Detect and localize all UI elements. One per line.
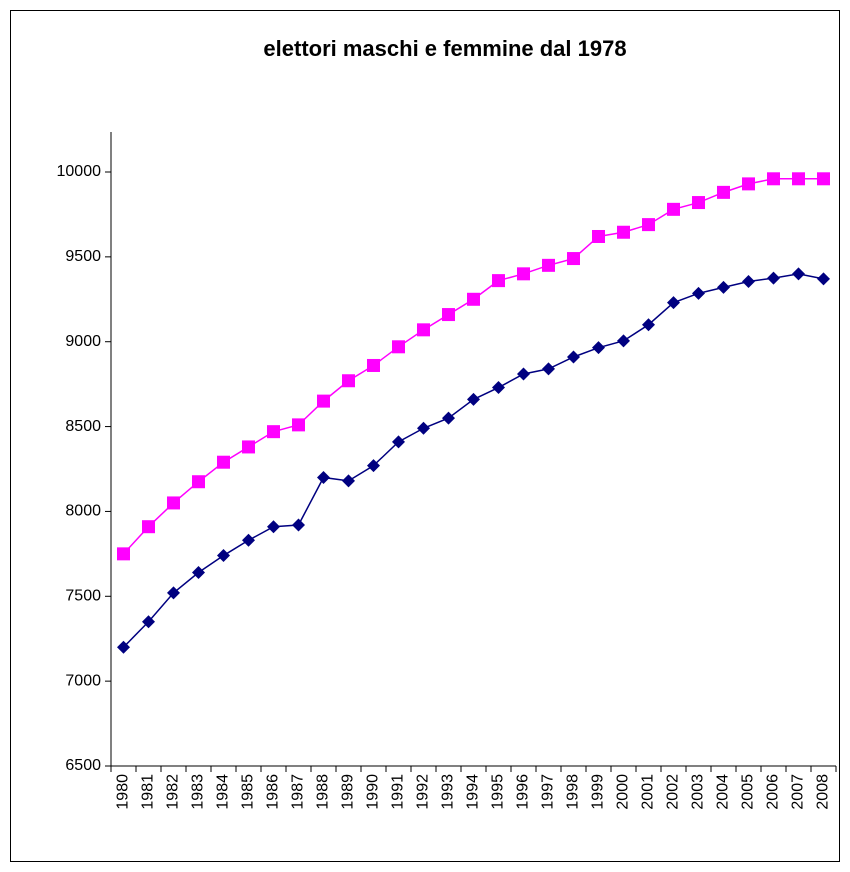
marker — [492, 274, 505, 288]
marker — [792, 172, 805, 186]
marker — [717, 185, 730, 199]
marker — [692, 196, 705, 210]
marker — [342, 374, 355, 388]
y-tick-label: 10000 — [57, 163, 102, 180]
marker — [317, 394, 330, 408]
y-tick-label: 7000 — [65, 672, 101, 689]
marker — [117, 547, 130, 561]
marker — [217, 549, 230, 563]
marker — [142, 615, 155, 629]
marker — [642, 318, 655, 332]
x-tick-label: 1993 — [440, 774, 457, 810]
marker — [317, 470, 330, 484]
x-tick-label: 1990 — [365, 774, 382, 810]
marker — [417, 421, 430, 435]
marker — [817, 172, 830, 186]
x-tick-label: 1992 — [415, 774, 432, 810]
x-tick-label: 1983 — [190, 774, 207, 810]
marker — [292, 518, 305, 532]
marker — [192, 566, 205, 580]
marker — [717, 280, 730, 294]
marker — [567, 252, 580, 266]
marker — [742, 177, 755, 191]
marker — [292, 418, 305, 432]
marker — [667, 296, 680, 310]
y-tick-label: 8500 — [65, 418, 101, 435]
x-tick-label: 1999 — [590, 774, 607, 810]
marker — [367, 459, 380, 473]
marker — [242, 440, 255, 454]
marker — [392, 340, 405, 354]
x-tick-label: 1982 — [165, 774, 182, 810]
chart-title: elettori maschi e femmine dal 1978 — [263, 36, 626, 61]
marker — [417, 323, 430, 337]
x-tick-label: 2006 — [765, 774, 782, 810]
x-tick-label: 1997 — [540, 774, 557, 810]
marker — [367, 358, 380, 372]
y-tick-label: 8000 — [65, 503, 101, 520]
marker — [567, 350, 580, 364]
marker — [492, 381, 505, 395]
marker — [692, 286, 705, 300]
marker — [617, 334, 630, 348]
x-tick-label: 2002 — [665, 774, 682, 810]
y-tick-label: 6500 — [65, 757, 101, 774]
x-tick-label: 1986 — [265, 774, 282, 810]
chart-border — [10, 10, 840, 862]
x-tick-label: 1980 — [115, 774, 132, 810]
marker — [592, 341, 605, 355]
marker — [442, 308, 455, 322]
marker — [392, 435, 405, 449]
marker — [442, 411, 455, 425]
x-tick-label: 2001 — [640, 774, 657, 810]
marker — [542, 258, 555, 272]
x-tick-label: 2003 — [690, 774, 707, 810]
x-tick-label: 2005 — [740, 774, 757, 810]
marker — [617, 225, 630, 239]
marker — [342, 474, 355, 488]
x-tick-label: 2004 — [715, 774, 732, 810]
marker — [242, 533, 255, 547]
marker — [192, 475, 205, 489]
x-tick-label: 1987 — [290, 774, 307, 810]
marker — [817, 272, 830, 286]
x-tick-label: 1996 — [515, 774, 532, 810]
x-tick-label: 1985 — [240, 774, 257, 810]
marker — [467, 392, 480, 406]
marker — [792, 267, 805, 281]
marker — [767, 271, 780, 285]
y-tick-label: 9000 — [65, 333, 101, 350]
marker — [742, 274, 755, 288]
x-tick-label: 1981 — [140, 774, 157, 810]
marker — [642, 218, 655, 232]
x-tick-label: 1998 — [565, 774, 582, 810]
x-tick-label: 2000 — [615, 774, 632, 810]
marker — [517, 367, 530, 381]
marker — [767, 172, 780, 186]
marker — [142, 520, 155, 534]
marker — [667, 202, 680, 216]
x-tick-label: 1995 — [490, 774, 507, 810]
marker — [267, 425, 280, 439]
x-tick-label: 2008 — [815, 774, 832, 810]
marker — [217, 455, 230, 469]
marker — [167, 586, 180, 600]
x-tick-label: 1988 — [315, 774, 332, 810]
marker — [542, 362, 555, 376]
x-tick-label: 1989 — [340, 774, 357, 810]
marker — [167, 496, 180, 510]
marker — [267, 520, 280, 534]
x-tick-label: 2007 — [790, 774, 807, 810]
marker — [467, 292, 480, 306]
y-tick-label: 7500 — [65, 588, 101, 605]
y-tick-label: 9500 — [65, 248, 101, 265]
marker — [592, 229, 605, 243]
x-tick-label: 1994 — [465, 774, 482, 810]
x-tick-label: 1984 — [215, 774, 232, 810]
marker — [517, 267, 530, 281]
x-tick-label: 1991 — [390, 774, 407, 810]
marker — [117, 640, 130, 654]
